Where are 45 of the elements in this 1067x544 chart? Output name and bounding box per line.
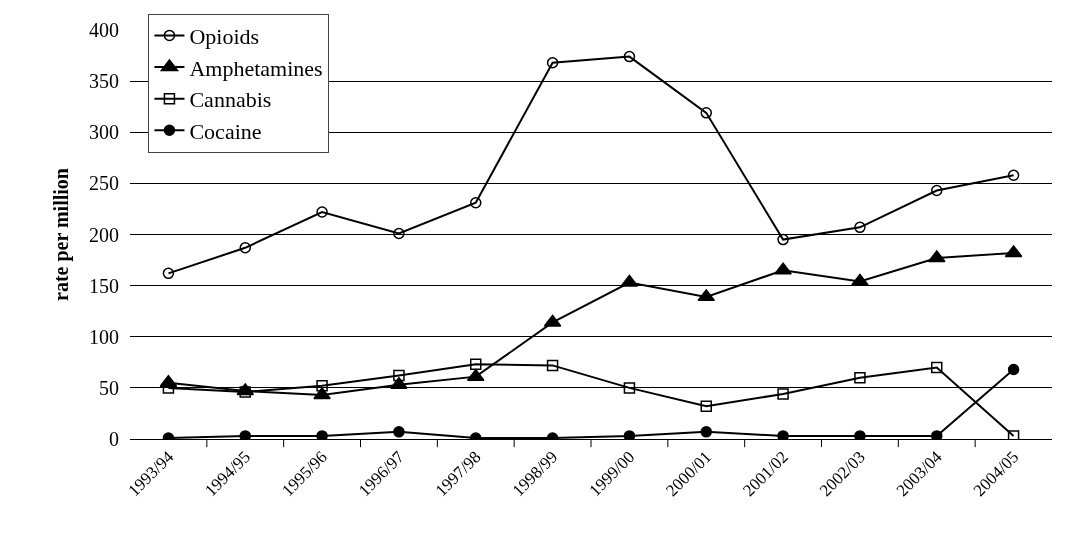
point — [546, 359, 559, 372]
legend-label: Amphetamines — [189, 55, 323, 81]
point — [931, 430, 943, 439]
y-tick-label: 250 — [89, 172, 119, 195]
point — [239, 430, 251, 439]
point — [316, 430, 328, 439]
point — [777, 233, 789, 246]
y-tick-label: 100 — [89, 325, 119, 348]
point — [931, 184, 943, 197]
point — [393, 369, 405, 382]
y-tick-label: 50 — [99, 376, 119, 399]
point — [700, 426, 712, 438]
point — [1007, 169, 1020, 181]
y-tick-label: 400 — [89, 19, 119, 41]
point — [777, 430, 789, 439]
point — [239, 242, 251, 254]
point — [393, 426, 405, 438]
legend-label: Cocaine — [189, 118, 262, 144]
point — [470, 358, 482, 371]
point — [470, 197, 482, 209]
y-tick-label: 200 — [89, 223, 119, 246]
legend-label: Cannabis — [189, 87, 272, 113]
y-tick-label: 0 — [109, 428, 119, 450]
point — [546, 56, 559, 69]
y-tick-label: 150 — [89, 274, 119, 297]
point — [623, 382, 636, 394]
point — [390, 377, 408, 390]
y-axis-title: rate per million — [49, 168, 73, 301]
point — [851, 273, 869, 286]
point — [623, 50, 636, 63]
y-tick-label: 350 — [89, 70, 119, 93]
point — [1007, 363, 1020, 376]
legend-label: Opioids — [189, 24, 260, 50]
point — [700, 107, 712, 119]
point — [162, 267, 175, 280]
point — [700, 400, 712, 413]
point — [393, 227, 405, 240]
point — [931, 361, 943, 374]
point — [777, 388, 789, 400]
point — [316, 206, 328, 218]
point — [854, 221, 866, 234]
y-tick-label: 300 — [89, 121, 119, 144]
point — [854, 371, 866, 384]
point — [774, 262, 792, 275]
point — [854, 430, 866, 439]
